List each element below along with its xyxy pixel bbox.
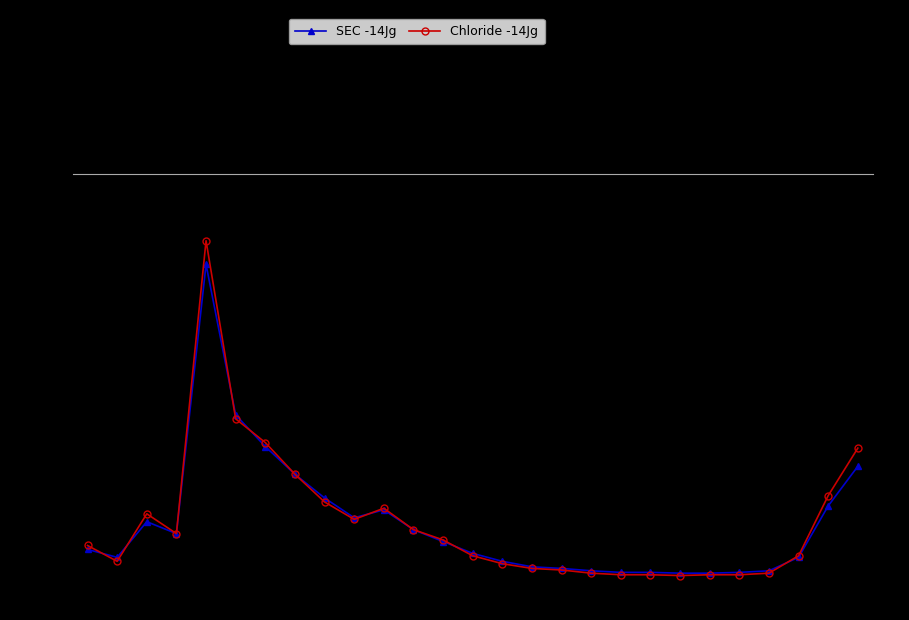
SEC -14Jg <box>585 567 596 575</box>
SEC -14Jg <box>82 546 93 553</box>
Legend: SEC -14Jg, Chloride -14Jg: SEC -14Jg, Chloride -14Jg <box>289 19 544 44</box>
Chloride -14Jg <box>112 557 123 565</box>
Chloride -14Jg <box>704 571 715 578</box>
SEC -14Jg <box>260 443 271 450</box>
SEC -14Jg <box>674 569 685 577</box>
SEC -14Jg <box>853 463 864 470</box>
Chloride -14Jg <box>230 415 241 423</box>
SEC -14Jg <box>141 518 152 525</box>
Chloride -14Jg <box>171 530 182 538</box>
SEC -14Jg <box>704 569 715 577</box>
SEC -14Jg <box>378 506 389 513</box>
SEC -14Jg <box>349 514 360 521</box>
SEC -14Jg <box>230 411 241 418</box>
Chloride -14Jg <box>615 571 626 578</box>
SEC -14Jg <box>201 261 212 268</box>
SEC -14Jg <box>734 569 744 576</box>
SEC -14Jg <box>764 567 774 575</box>
SEC -14Jg <box>794 554 804 561</box>
SEC -14Jg <box>823 502 834 510</box>
Chloride -14Jg <box>556 566 567 574</box>
SEC -14Jg <box>497 557 508 565</box>
Chloride -14Jg <box>823 492 834 499</box>
Chloride -14Jg <box>674 572 685 579</box>
Line: Chloride -14Jg: Chloride -14Jg <box>84 237 862 579</box>
Chloride -14Jg <box>437 536 448 544</box>
SEC -14Jg <box>556 565 567 572</box>
Chloride -14Jg <box>349 516 360 523</box>
SEC -14Jg <box>437 538 448 545</box>
Chloride -14Jg <box>319 498 330 506</box>
Chloride -14Jg <box>201 237 212 244</box>
Chloride -14Jg <box>585 569 596 577</box>
Chloride -14Jg <box>645 571 656 578</box>
SEC -14Jg <box>615 569 626 576</box>
Chloride -14Jg <box>82 542 93 549</box>
Chloride -14Jg <box>734 571 744 578</box>
Chloride -14Jg <box>794 552 804 559</box>
Chloride -14Jg <box>260 439 271 446</box>
Chloride -14Jg <box>378 505 389 512</box>
Chloride -14Jg <box>408 526 419 533</box>
Chloride -14Jg <box>141 510 152 518</box>
SEC -14Jg <box>645 569 656 576</box>
SEC -14Jg <box>112 554 123 561</box>
Chloride -14Jg <box>289 471 300 478</box>
Chloride -14Jg <box>764 569 774 577</box>
Chloride -14Jg <box>853 445 864 452</box>
SEC -14Jg <box>171 530 182 538</box>
SEC -14Jg <box>289 471 300 478</box>
SEC -14Jg <box>526 563 537 570</box>
SEC -14Jg <box>467 550 478 557</box>
Chloride -14Jg <box>526 565 537 572</box>
SEC -14Jg <box>319 494 330 502</box>
Line: SEC -14Jg: SEC -14Jg <box>84 261 862 577</box>
SEC -14Jg <box>408 526 419 533</box>
Chloride -14Jg <box>467 552 478 559</box>
Chloride -14Jg <box>497 560 508 567</box>
